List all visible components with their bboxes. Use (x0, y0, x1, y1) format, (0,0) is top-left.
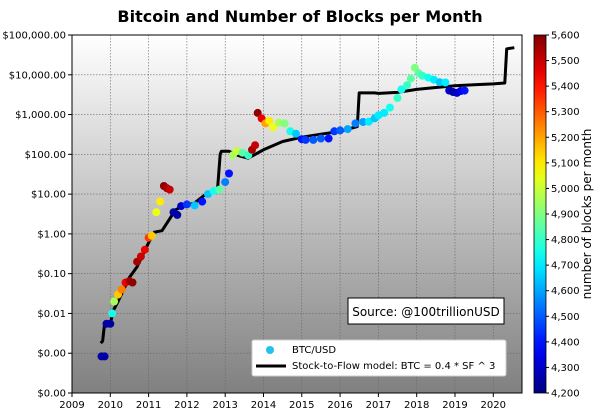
btc-point (182, 200, 191, 209)
y-tick-label: $0.10 (37, 269, 66, 280)
x-tick-label: 2016 (327, 400, 352, 411)
btc-point (292, 129, 300, 138)
colorbar-tick-label: 4,700 (551, 261, 580, 272)
btc-point (403, 81, 412, 90)
colorbar-tick-label: 4,800 (551, 235, 580, 246)
x-tick-label: 2019 (442, 400, 467, 411)
colorbar-strip (533, 34, 547, 394)
btc-point (406, 74, 415, 83)
btc-point (359, 118, 368, 126)
btc-point (117, 285, 126, 294)
btc-point (385, 103, 394, 112)
legend-label-s2f: Stock-to-Flow model: BTC = 0.4 * SF ^ 3 (292, 361, 495, 372)
btc-point (100, 352, 109, 361)
colorbar-tick-label: 4,200 (551, 389, 580, 400)
legend-box (251, 339, 507, 377)
x-tick-label: 2017 (366, 400, 391, 411)
chart-title: Bitcoin and Number of Blocks per Month (117, 7, 482, 26)
btc-point (324, 134, 333, 143)
btc-point (165, 185, 174, 194)
x-tick-label: 2010 (98, 400, 123, 411)
colorbar-tick-label: 5,200 (551, 133, 580, 144)
colorbar-tick-label: 5,100 (551, 158, 580, 169)
btc-point (110, 297, 119, 306)
btc-point (397, 85, 406, 94)
x-tick-label: 2015 (289, 400, 314, 411)
colorbar-tick-label: 4,500 (551, 312, 580, 323)
btc-point (215, 185, 224, 194)
plot-area: 2009 2010 2011 2012 2013 2014 2015 2016 2017 2018… (2, 31, 523, 411)
btc-point (460, 86, 469, 95)
btc-point (309, 135, 318, 144)
colorbar-tick-label: 4,300 (551, 363, 580, 374)
btc-point (147, 231, 156, 240)
x-tick-label: 2018 (404, 400, 429, 411)
plot-frame (71, 34, 523, 394)
btc-point (316, 134, 325, 143)
colorbar-tick-label: 4,900 (551, 210, 580, 221)
legend-marker-btc (266, 346, 274, 354)
btc-point (269, 123, 278, 132)
x-tick-label: 2011 (136, 400, 161, 411)
colorbar-label: number of blocks per month (580, 129, 594, 300)
colorbar-tick-label: 5,000 (551, 184, 580, 195)
y-tick-label: $1.00 (37, 229, 66, 240)
btc-point (128, 278, 137, 287)
colorbar-tick-label: 5,600 (551, 31, 580, 42)
btc-point (190, 201, 199, 210)
btc-point (265, 116, 274, 125)
colorbar-tick-label: 5,500 (551, 56, 580, 67)
y-tick-label: $100.00 (25, 150, 66, 161)
y-tick-label: $0.00 (37, 349, 66, 360)
plot-background (72, 35, 522, 393)
btc-point (136, 252, 145, 261)
legend: BTC/USD Stock-to-Flow model: BTC = 0.4 *… (251, 339, 507, 377)
btc-point (441, 78, 450, 87)
y-tick-label: $0.01 (37, 309, 66, 320)
x-tick-label: 2020 (481, 400, 506, 411)
y-tick-label: $10.00 (31, 190, 66, 201)
x-tick-label: 2013 (212, 400, 237, 411)
btc-point (225, 169, 233, 178)
colorbar-tick-label: 5,400 (551, 82, 580, 93)
source-annotation: Source: @100trillionUSD (347, 297, 505, 325)
btc-point (108, 309, 117, 318)
y-tick-label: $10,000.00 (9, 70, 66, 81)
btc-point (274, 118, 283, 127)
y-tick-label: $100,000.00 (2, 31, 66, 42)
colorbar-tick-label: 4,600 (551, 286, 580, 297)
x-tick-label: 2009 (59, 400, 84, 411)
colorbar-tick-label: 5,300 (551, 107, 580, 118)
btc-point (364, 117, 373, 126)
btc-point (140, 245, 149, 254)
btc-point (198, 197, 207, 206)
btc-point (152, 208, 161, 217)
btc-point (280, 119, 289, 128)
btc-point (173, 210, 182, 219)
btc-point (336, 126, 345, 135)
source-annotation-text: Source: @100trillionUSD (352, 305, 500, 319)
x-tick-label: 2014 (251, 400, 276, 411)
btc-point (106, 319, 115, 328)
y-tick-label: $0.00 (37, 389, 66, 400)
btc-point (156, 197, 165, 206)
colorbar: 4,200 4,300 4,400 4,500 4,600 4,700 4,800 4,900… (533, 31, 594, 400)
source-annotation-box (347, 297, 505, 325)
y-tick-label: $1,000.00 (15, 110, 66, 121)
btc-point (221, 178, 230, 187)
btc-point (251, 141, 260, 150)
btc-point (435, 78, 444, 87)
legend-label-btc: BTC/USD (292, 345, 336, 356)
btc-point (393, 94, 402, 102)
btc-point (301, 135, 310, 144)
colorbar-tick-label: 4,400 (551, 337, 580, 348)
btc-point (343, 125, 352, 134)
btc-point (351, 119, 360, 128)
btc-point (380, 108, 389, 117)
x-tick-label: 2012 (174, 400, 199, 411)
